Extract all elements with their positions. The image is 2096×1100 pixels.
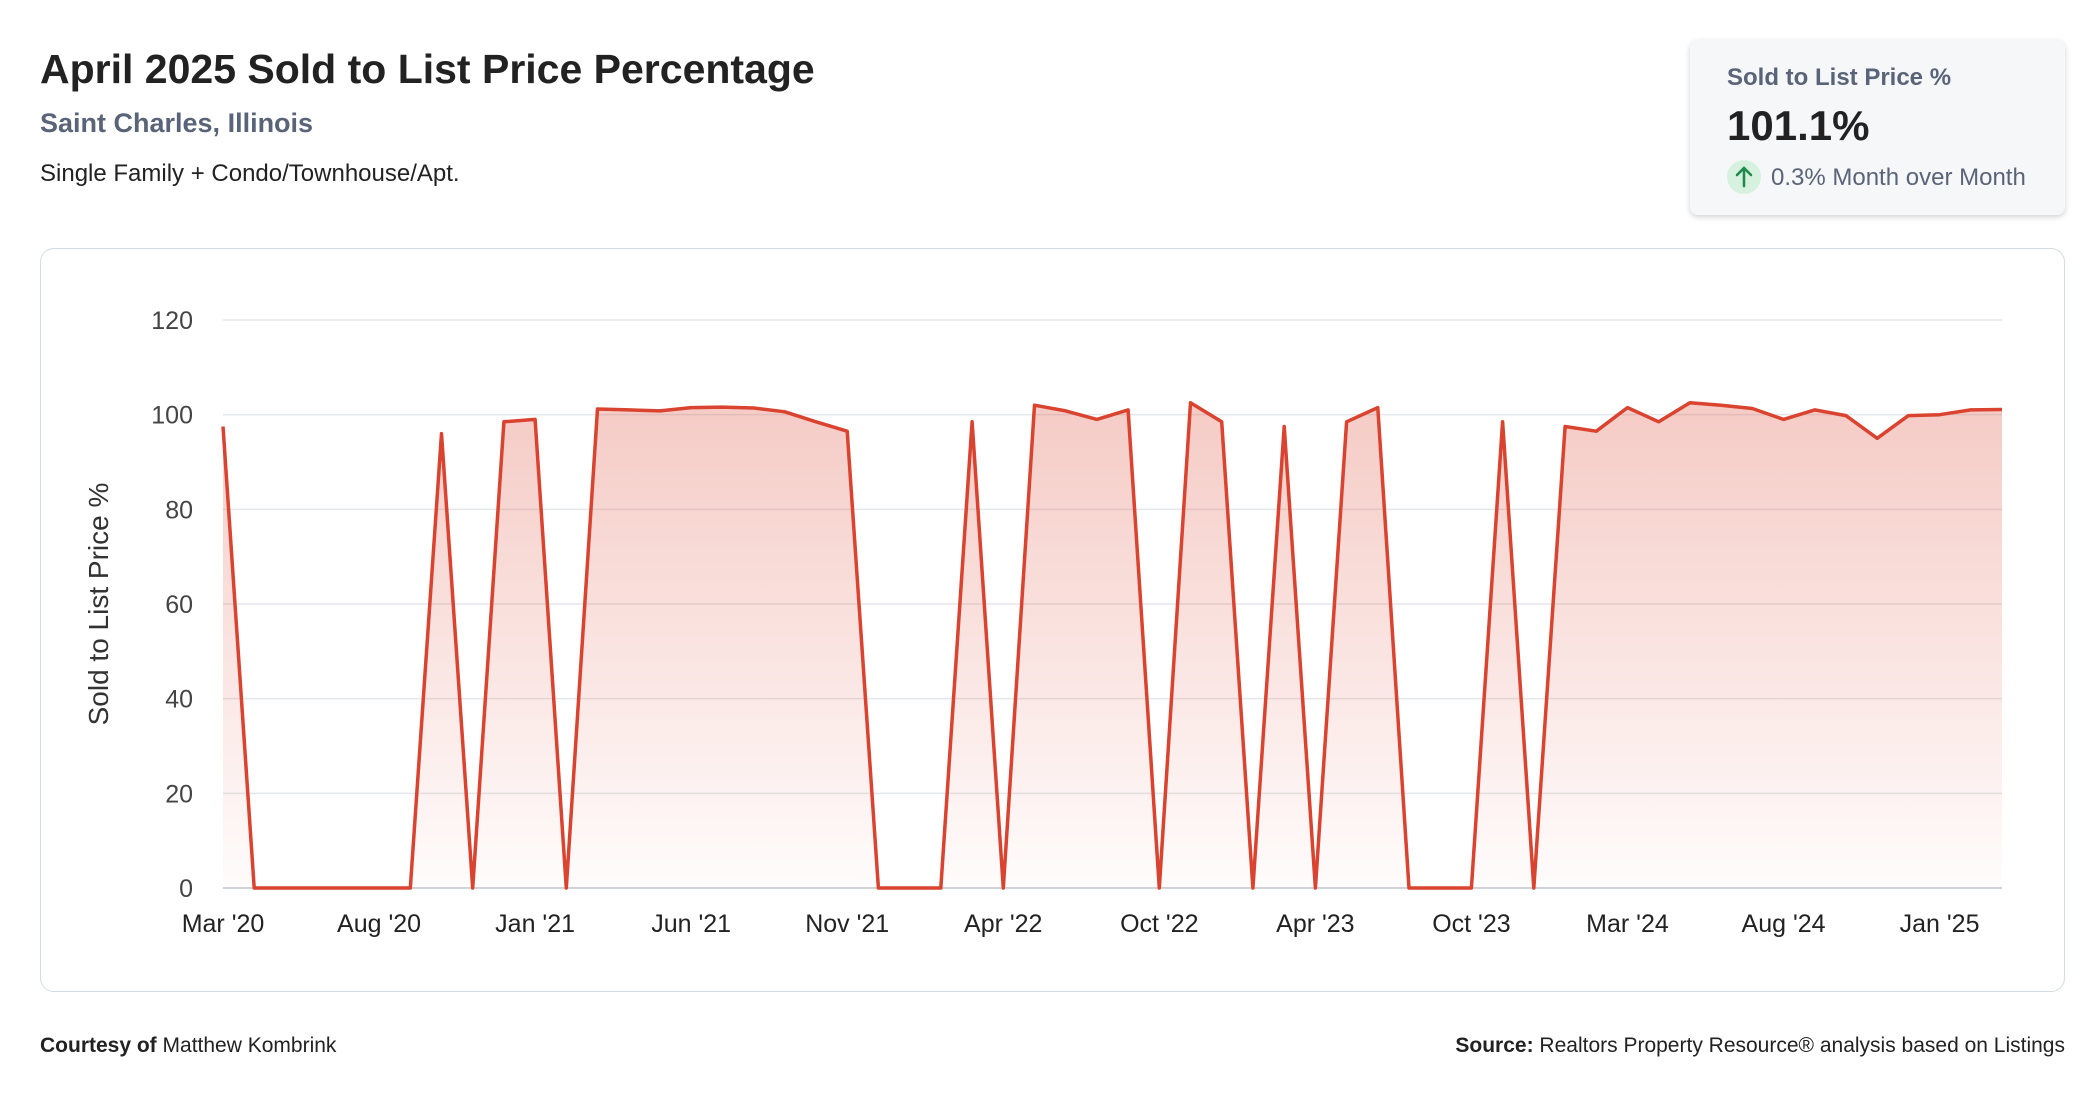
x-tick-label: Oct '22 — [1120, 910, 1198, 938]
card-label: Sold to List Price % — [1727, 64, 1952, 91]
y-tick-label: 100 — [151, 402, 193, 430]
x-tick-label: Aug '24 — [1742, 910, 1826, 938]
title: April 2025 Sold to List Price Percentage — [40, 46, 815, 92]
x-tick-label: Oct '23 — [1432, 910, 1510, 938]
source-label: Source: — [1455, 1034, 1534, 1057]
courtesy: Courtesy of Matthew Kombrink — [40, 1034, 336, 1058]
chart-frame — [40, 248, 2065, 992]
x-tick-label: Mar '24 — [1586, 910, 1669, 938]
y-tick-label: 120 — [151, 307, 193, 335]
summary-card: Sold to List Price % 101.1% 0.3% Month o… — [1690, 40, 2065, 215]
y-tick-label: 40 — [165, 686, 193, 714]
courtesy-label: Courtesy of — [40, 1034, 157, 1057]
line — [221, 401, 2003, 890]
x-tick-label: Jan '21 — [495, 910, 575, 938]
subtitle: Saint Charles, Illinois — [40, 108, 314, 138]
x-tick-label: Aug '20 — [337, 910, 421, 938]
x-tick-label: Apr '23 — [1276, 910, 1354, 938]
area — [223, 402, 2002, 888]
y-tick-label: 20 — [165, 780, 193, 808]
source-text: Realtors Property Resource® analysis bas… — [1539, 1034, 2065, 1057]
x-tick-label: Mar '20 — [182, 910, 265, 938]
x-tick-label: Jun '21 — [651, 910, 731, 938]
source: Source: Realtors Property Resource® anal… — [1455, 1034, 2065, 1058]
card-value: 101.1% — [1727, 102, 1870, 149]
courtesy-name: Matthew Kombrink — [162, 1034, 337, 1057]
up-arrow-icon — [1727, 160, 1761, 194]
arrow — [1735, 166, 1753, 188]
y-axis-label: Sold to List Price % — [83, 483, 114, 726]
y-tick-label: 0 — [179, 875, 193, 903]
x-tick-label: Jan '25 — [1900, 910, 1980, 938]
card-change: 0.3% Month over Month — [1771, 164, 2026, 191]
y-tick-label: 80 — [165, 496, 193, 524]
x-tick-label: Nov '21 — [805, 910, 889, 938]
y-tick-label: 60 — [165, 591, 193, 619]
description: Single Family + Condo/Townhouse/Apt. — [40, 160, 460, 187]
x-tick-label: Apr '22 — [964, 910, 1042, 938]
